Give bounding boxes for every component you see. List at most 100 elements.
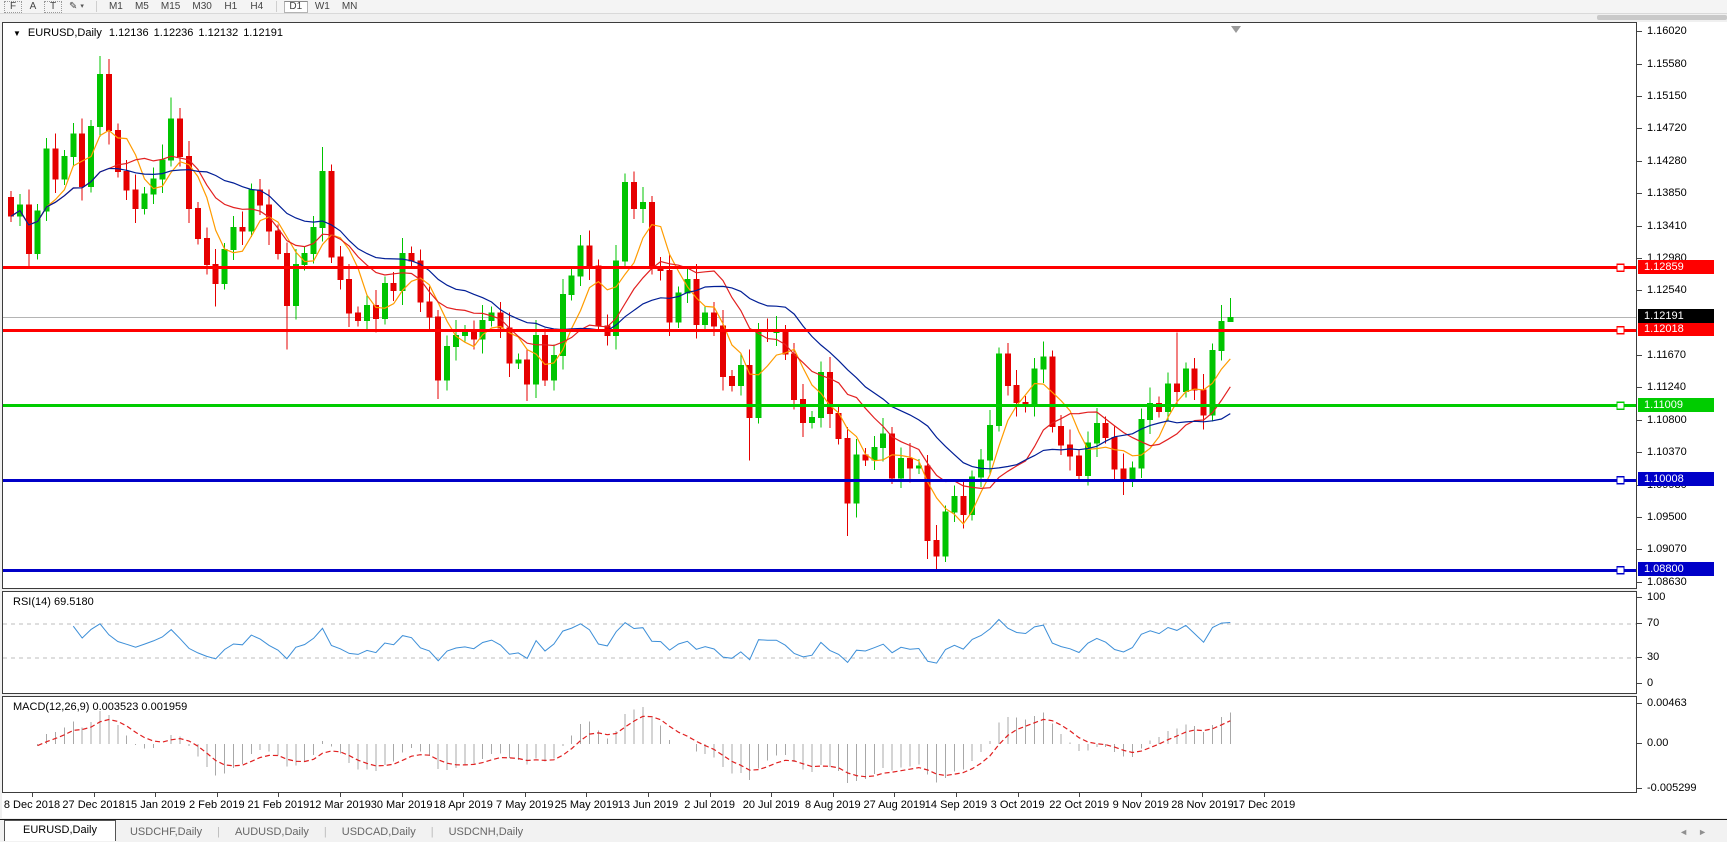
macd-signal-line (37, 715, 1231, 778)
price-line-handle[interactable] (1616, 326, 1625, 335)
main-chart-panel[interactable]: ▼ EURUSD,Daily 1.12136 1.12236 1.12132 1.… (2, 22, 1637, 589)
candle-body (1111, 437, 1118, 470)
candle-body (924, 465, 931, 542)
tab-scroll-right-icon[interactable]: ► (1698, 827, 1717, 837)
timeframe-button-M15[interactable]: M15 (160, 0, 181, 12)
axis-tick-mark (1637, 257, 1642, 259)
date-tick-mark (155, 793, 157, 797)
price-line-handle[interactable] (1616, 263, 1625, 272)
price-line-badge-1.08800[interactable]: 1.08800 (1638, 562, 1714, 577)
ohlc-close: 1.12191 (243, 27, 283, 39)
axis-tick-mark (1637, 622, 1642, 624)
price-line-badge-1.12859[interactable]: 1.12859 (1638, 259, 1714, 274)
candle-body (951, 496, 958, 513)
rsi-chart[interactable] (3, 592, 1636, 693)
candlestick-chart[interactable] (3, 23, 1636, 588)
chart-tab-EURUSD[interactable]: EURUSD,Daily (4, 820, 116, 841)
date-axis[interactable]: 8 Dec 2018 27 Dec 2018 15 Jan 2019 2 Feb 20… (2, 793, 1637, 818)
axis-tick-mark (1637, 95, 1642, 97)
date-tick-mark (648, 793, 649, 797)
timeframe-button-M1[interactable]: M1 (108, 0, 123, 12)
candle-body (542, 334, 548, 381)
axis-tick-mark (1637, 355, 1642, 357)
scrollbar-thumb[interactable] (1597, 15, 1727, 20)
current-price-badge[interactable]: 1.12191 (1638, 309, 1714, 324)
price-line-handle[interactable] (1616, 401, 1625, 410)
candle-body (248, 189, 255, 232)
axis-tick-mark (1637, 387, 1642, 389)
date-label: 20 Jul 2019 (742, 799, 800, 811)
price-line-badge-1.11009[interactable]: 1.11009 (1638, 397, 1714, 412)
text-tool-button[interactable]: A (29, 0, 37, 12)
axis-tick-label: 1.11670 (1647, 349, 1686, 362)
candle-body (835, 413, 842, 439)
candle-body (123, 170, 130, 191)
price-line-badge-1.12018[interactable]: 1.12018 (1638, 322, 1714, 337)
macd-panel[interactable]: MACD(12,26,9) 0.003523 0.001959 (2, 696, 1637, 793)
candle-body (622, 182, 629, 262)
timeframe-button-W1[interactable]: W1 (314, 0, 330, 12)
timeframe-button-M5[interactable]: M5 (134, 0, 149, 12)
candle-body (34, 210, 41, 254)
price-line-handle[interactable] (1616, 476, 1625, 485)
macd-chart[interactable] (3, 697, 1636, 792)
drawing-tools-button[interactable]: ✎ ▾ (69, 0, 84, 12)
chart-shift-marker-icon[interactable] (1231, 26, 1241, 33)
timeframe-button-H4[interactable]: H4 (250, 0, 264, 12)
price-scale[interactable]: 1.16020 1.15580 1.15150 1.14720 1.14280 1.138… (1637, 22, 1727, 818)
candle-body (1058, 425, 1065, 446)
candle-body (230, 226, 237, 251)
axis-tick-mark (1637, 290, 1642, 292)
timeframe-button-MN[interactable]: MN (341, 0, 358, 12)
textbox-tool-button[interactable]: T (44, 0, 62, 13)
timeframe-button-H1[interactable]: H1 (224, 0, 238, 12)
tab-separator: | (323, 826, 327, 838)
candle-body (817, 372, 824, 418)
candle-body (1067, 444, 1074, 457)
price-line-handle[interactable] (1616, 566, 1625, 575)
candle-body (114, 129, 121, 172)
axis-tick-label: 1.16020 (1647, 25, 1687, 37)
timeframe-button-M30[interactable]: M30 (192, 0, 212, 12)
date-label: 21 Feb 2019 (247, 799, 310, 811)
axis-tick-mark (1637, 597, 1642, 598)
candle-body (791, 353, 798, 401)
candle-body (257, 189, 264, 206)
axis-tick-label: 1.15580 (1647, 57, 1687, 70)
date-tick-mark (709, 793, 711, 797)
chart-tab-USDCNH[interactable]: USDCNH,Daily (448, 826, 524, 838)
candle-body (381, 282, 388, 319)
rsi-panel[interactable]: RSI(14) 69.5180 (2, 591, 1637, 694)
chart-tab-USDCAD[interactable]: USDCAD,Daily (341, 826, 416, 838)
axis-tick-label: 1.14280 (1647, 154, 1687, 167)
pointer-tool-button[interactable]: F (4, 0, 22, 13)
axis-tick-mark (1637, 63, 1642, 65)
candle-body (844, 437, 851, 504)
date-label: 3 Oct 2019 (990, 799, 1045, 811)
collapse-indicator-icon[interactable]: ▼ (13, 28, 21, 38)
candle-body (746, 364, 753, 418)
date-tick-mark (93, 793, 95, 797)
axis-tick-mark (1637, 31, 1642, 32)
axis-tick-label: 30 (1647, 651, 1660, 664)
axis-tick-mark (1637, 703, 1642, 705)
date-tick-mark (401, 793, 403, 797)
tab-scroll-left-icon[interactable]: ◄ (1679, 827, 1699, 837)
chart-horizontal-scrollbar[interactable] (0, 14, 1727, 21)
candle-body (364, 305, 370, 322)
timeframe-button-D1[interactable]: D1 (283, 0, 308, 13)
axis-tick-label: 1.14720 (1647, 121, 1687, 134)
candle-body (408, 252, 415, 262)
chart-tab-USDCHF[interactable]: USDCHF,Daily (129, 826, 203, 838)
candle-body (898, 457, 904, 479)
chart-tab-AUDUSD[interactable]: AUDUSD,Daily (234, 826, 309, 838)
fast-ma-line (10, 129, 1231, 525)
price-line-badge-1.10008[interactable]: 1.10008 (1638, 472, 1714, 487)
ohlc-low: 1.12132 (198, 27, 239, 39)
axis-tick-label: 1.09070 (1647, 543, 1687, 556)
candle-body (586, 245, 593, 267)
date-label: 12 Mar 2019 (309, 799, 371, 811)
candle-body (906, 457, 913, 469)
dropdown-caret-icon[interactable]: ▾ (80, 2, 84, 10)
